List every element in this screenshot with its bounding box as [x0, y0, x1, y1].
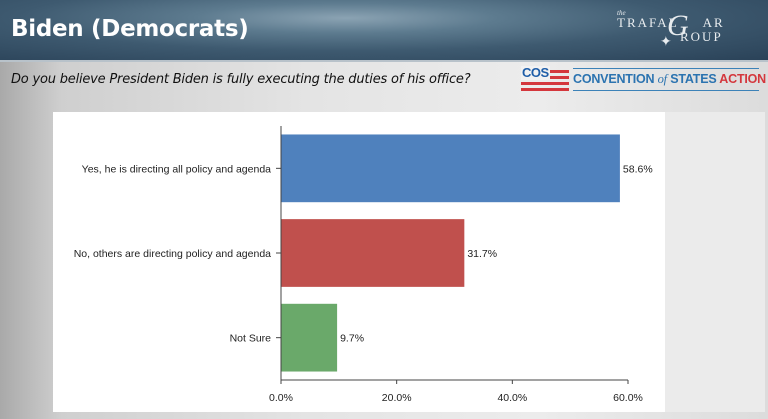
logo-rule-bottom — [573, 90, 759, 91]
cos-logo: COS CONVENTION of STATES ACTION — [521, 65, 766, 94]
bar-0 — [281, 134, 620, 203]
side-panel — [665, 112, 765, 412]
compass-star-icon: ✦ — [660, 35, 672, 50]
value-label-2: 9.7% — [340, 333, 364, 345]
x-tick-label-1: 20.0% — [382, 392, 412, 404]
value-label-0: 58.6% — [623, 163, 653, 175]
logo-line2: ROUP — [680, 29, 723, 44]
cos-name: CONVENTION of STATES ACTION — [573, 72, 767, 86]
chart-card: 58.6% Yes, he is directing all policy and… — [53, 112, 665, 412]
x-tick-label-2: 40.0% — [497, 392, 527, 404]
bar-1 — [281, 219, 465, 287]
logo-the: the — [617, 9, 626, 17]
value-label-1: 31.7% — [467, 248, 497, 260]
header-banner: Biden (Democrats) the TRAFAL AR G ROUP ✦ — [0, 0, 768, 62]
survey-question: Do you believe President Biden is fully … — [11, 72, 471, 87]
cos-abbr: COS — [521, 65, 550, 80]
page-title: Biden (Democrats) — [11, 16, 249, 42]
bar-2 — [281, 303, 338, 372]
logo-g: G — [667, 9, 689, 42]
category-label-2: Not Sure — [230, 333, 272, 345]
x-tick-label-3: 60.0% — [613, 392, 643, 404]
logo-rule-top — [573, 68, 759, 69]
bar-chart: 58.6% Yes, he is directing all policy and… — [74, 126, 653, 404]
x-tick-label-0: 0.0% — [269, 392, 293, 404]
logo-line1: TRAFAL AR — [617, 15, 725, 30]
category-label-0: Yes, he is directing all policy and agen… — [82, 163, 271, 175]
category-label-1: No, others are directing policy and agen… — [74, 248, 271, 260]
